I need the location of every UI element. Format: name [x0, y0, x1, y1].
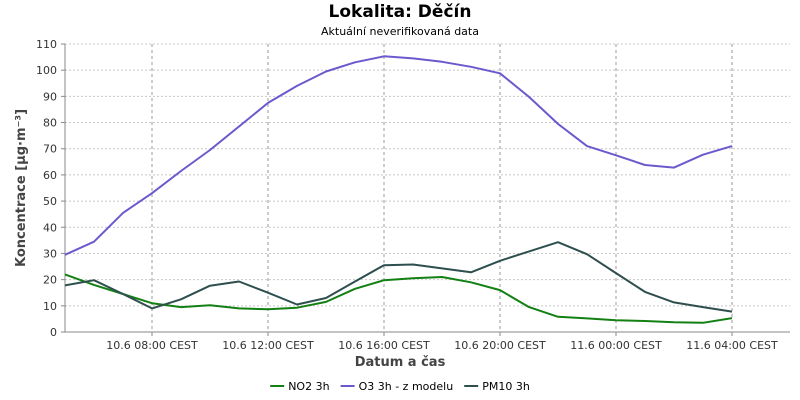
x-axis-title: Datum a čas [355, 355, 446, 370]
x-tick-label: 10.6 12:00 CEST [222, 339, 314, 352]
legend-label: PM10 3h [482, 380, 530, 393]
legend-item: NO2 3h [270, 380, 330, 393]
x-tick-label: 11.6 04:00 CEST [686, 339, 778, 352]
series-group [64, 55, 733, 324]
legend-label: NO2 3h [288, 380, 329, 393]
y-tick-label: 0 [50, 326, 57, 339]
y-tick-label: 30 [43, 247, 57, 260]
x-tick-label: 11.6 00:00 CEST [570, 339, 662, 352]
y-tick-label: 20 [43, 274, 57, 287]
y-tick-label: 60 [43, 169, 57, 182]
x-tick-label: 10.6 20:00 CEST [454, 339, 546, 352]
y-tick-label: 40 [43, 221, 57, 234]
legend-item: O3 3h - z modelu [340, 380, 454, 393]
y-tick-label: 70 [43, 143, 57, 156]
grid [65, 43, 790, 332]
y-tick-label: 80 [43, 117, 57, 130]
y-tick-label: 110 [36, 38, 57, 51]
y-tick-label: 100 [36, 64, 57, 77]
y-axis-title: Koncentrace [µg·m⁻³] [14, 109, 29, 267]
legend: NO2 3h O3 3h - z modelu PM10 3h [270, 380, 530, 393]
series-line [64, 273, 733, 324]
axes: 0 10 20 30 40 50 60 70 80 90 100 110 10.6 08:00 CEST… [36, 38, 790, 352]
legend-label: O3 3h - z modelu [359, 380, 454, 393]
series-line [64, 55, 733, 256]
chart-subtitle: Aktuální neverifikovaná data [321, 25, 479, 38]
x-tick-label: 10.6 16:00 CEST [338, 339, 430, 352]
legend-item: PM10 3h [464, 380, 530, 393]
y-tick-label: 10 [43, 300, 57, 313]
y-tick-label: 50 [43, 195, 57, 208]
y-tick-label: 90 [43, 90, 57, 103]
chart-title: Lokalita: Děčín [329, 2, 472, 22]
x-tick-label: 10.6 08:00 CEST [106, 339, 198, 352]
series-line [64, 241, 733, 313]
